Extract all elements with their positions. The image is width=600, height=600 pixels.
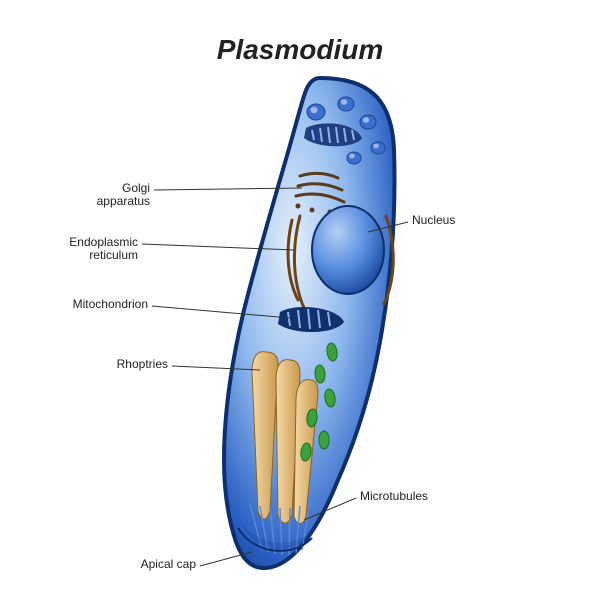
organelle-label: Golgiapparatus [97, 182, 150, 208]
organelle-label: Endoplasmicreticulum [69, 236, 138, 262]
organelle-label: Nucleus [412, 214, 455, 227]
organelle-label: Rhoptries [117, 358, 168, 371]
vesicle [347, 152, 361, 164]
microneme [319, 431, 329, 449]
nucleus [312, 206, 384, 294]
diagram-stage: Plasmodium GolgiapparatusEndoplasmicreti… [0, 0, 600, 600]
organelle-label: Mitochondrion [73, 298, 148, 311]
organelle-label: Microtubules [360, 490, 428, 503]
organelle-label: Apical cap [141, 558, 196, 571]
vesicle [371, 142, 385, 154]
